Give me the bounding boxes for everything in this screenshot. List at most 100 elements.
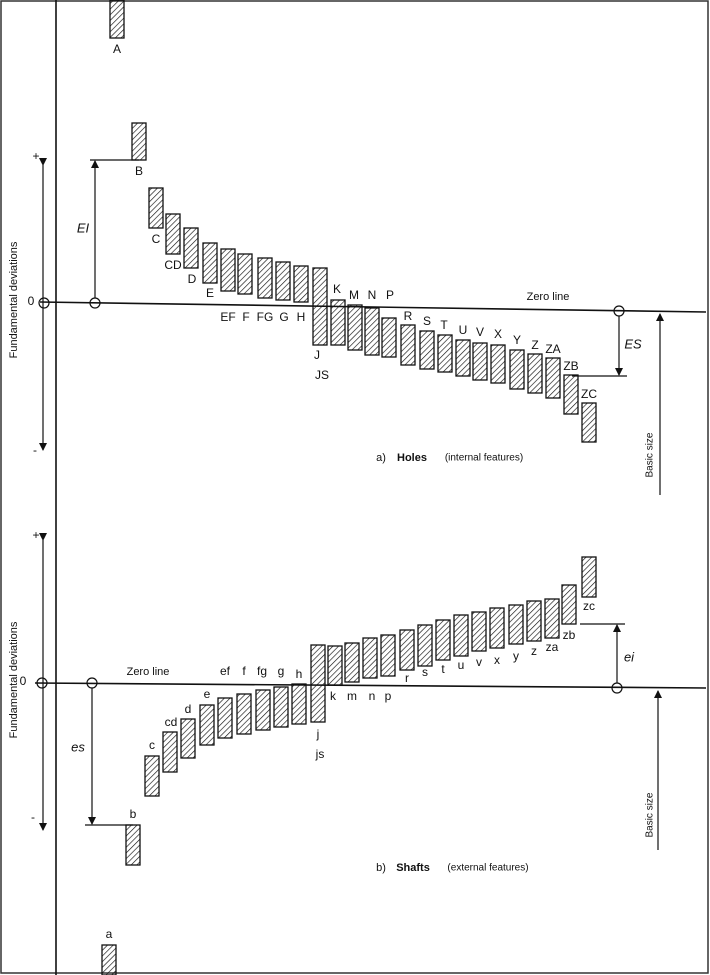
basic-size-label: Basic size — [645, 432, 656, 477]
zone-label: EF — [220, 310, 235, 324]
tolerance-zone — [199, 704, 215, 746]
tolerance-zone — [437, 334, 453, 373]
zone-label: ZB — [563, 359, 578, 373]
zone-label: A — [113, 42, 121, 56]
zero-line — [39, 301, 707, 313]
tolerance-zone — [347, 304, 363, 351]
zone-label: k — [330, 689, 337, 703]
tolerance-zone — [527, 353, 543, 394]
tolerance-zone — [545, 357, 561, 399]
plus: + — [32, 528, 39, 542]
tolerance-zone — [399, 629, 415, 671]
tolerance-zone — [381, 317, 397, 358]
minus: - — [31, 810, 35, 824]
tolerance-zone — [330, 299, 346, 346]
origin — [38, 297, 50, 309]
ei-label: EI — [77, 220, 90, 235]
tolerance-zone — [509, 349, 525, 390]
zero: 0 — [20, 674, 27, 688]
tolerance-zone — [237, 253, 253, 295]
zone-label: b — [130, 807, 137, 821]
holes-section: + - 0 Fundamental deviations Zero line E… — [8, 149, 707, 495]
tolerance-zone — [417, 624, 433, 667]
basic-size-label: Basic size — [645, 792, 656, 837]
tolerance-zone — [327, 645, 343, 686]
caption-number: a) — [376, 452, 386, 464]
zone-label: t — [441, 662, 445, 676]
zone-label: m — [347, 689, 357, 703]
tolerance-zone — [380, 634, 396, 677]
zero-line-label: Zero line — [527, 291, 570, 303]
zone-label: H — [297, 310, 306, 324]
zone-label: B — [135, 164, 143, 178]
zone-label: U — [459, 323, 468, 337]
tolerance-zone — [563, 374, 579, 415]
tolerance-zone — [508, 604, 524, 645]
tolerance-zone — [148, 187, 164, 229]
tolerance-zone — [273, 686, 289, 728]
tolerance-zone — [400, 324, 416, 366]
tolerance-zone — [544, 598, 560, 639]
zone-label: c — [149, 738, 155, 752]
origin — [36, 677, 48, 689]
caption-number: b) — [376, 862, 386, 874]
zone-label: zb — [563, 628, 576, 642]
tolerance-zone — [364, 307, 380, 356]
tolerance-zone — [293, 265, 309, 303]
zone-label: F — [242, 310, 249, 324]
zone-label: js — [315, 747, 325, 761]
tolerance-zone — [453, 614, 469, 657]
zone-label: y — [513, 649, 519, 663]
tolerance-zone — [489, 607, 505, 649]
ei-label: ei — [624, 649, 635, 664]
zone-label: g — [278, 664, 285, 678]
tolerance-zone — [202, 242, 218, 284]
tolerance-zone — [101, 944, 117, 975]
tolerance-zone — [310, 644, 326, 723]
minus: - — [33, 443, 37, 457]
zone-label: d — [185, 702, 192, 716]
tolerance-zone — [165, 213, 181, 255]
zone-label: P — [386, 288, 394, 302]
zone-label: V — [476, 325, 484, 339]
es-label: es — [71, 739, 85, 754]
zone-label: z — [531, 644, 537, 658]
caption-title: Shafts — [396, 862, 430, 874]
zero: 0 — [28, 294, 35, 308]
es-origin — [86, 677, 98, 689]
tolerance-zone — [291, 683, 307, 725]
zone-label: zc — [583, 599, 595, 613]
zone-label: e — [204, 687, 211, 701]
tolerance-zone — [490, 344, 506, 384]
zone-label: u — [458, 658, 465, 672]
zone-label: D — [188, 272, 197, 286]
zone-label: f — [242, 664, 246, 678]
tolerance-zone — [162, 731, 178, 773]
zone-label: ZA — [545, 342, 560, 356]
tolerance-zone — [180, 718, 196, 759]
tolerance-zone — [419, 330, 435, 370]
tolerance-zone — [217, 697, 233, 739]
zero-line — [34, 682, 707, 689]
zone-label: E — [206, 286, 214, 300]
zone-label: cd — [165, 715, 178, 729]
tolerance-zone — [455, 339, 471, 377]
tolerance-zone — [581, 402, 597, 443]
zone-label: a — [106, 927, 113, 941]
tolerance-zone — [144, 755, 160, 797]
tolerance-zone — [471, 611, 487, 652]
zone-label: Y — [513, 333, 521, 347]
tolerance-zone — [220, 248, 236, 292]
axis-label: Fundamental deviations — [8, 241, 20, 358]
zone-label: FG — [257, 310, 274, 324]
zero-line-label: Zero line — [127, 666, 170, 678]
zone-label: G — [279, 310, 288, 324]
tolerance-zone — [109, 0, 125, 39]
tolerance-zone — [581, 556, 597, 598]
zone-label: s — [422, 665, 428, 679]
zone-label: n — [369, 689, 376, 703]
tolerance-zone — [236, 693, 252, 735]
zone-label: ef — [220, 664, 231, 678]
